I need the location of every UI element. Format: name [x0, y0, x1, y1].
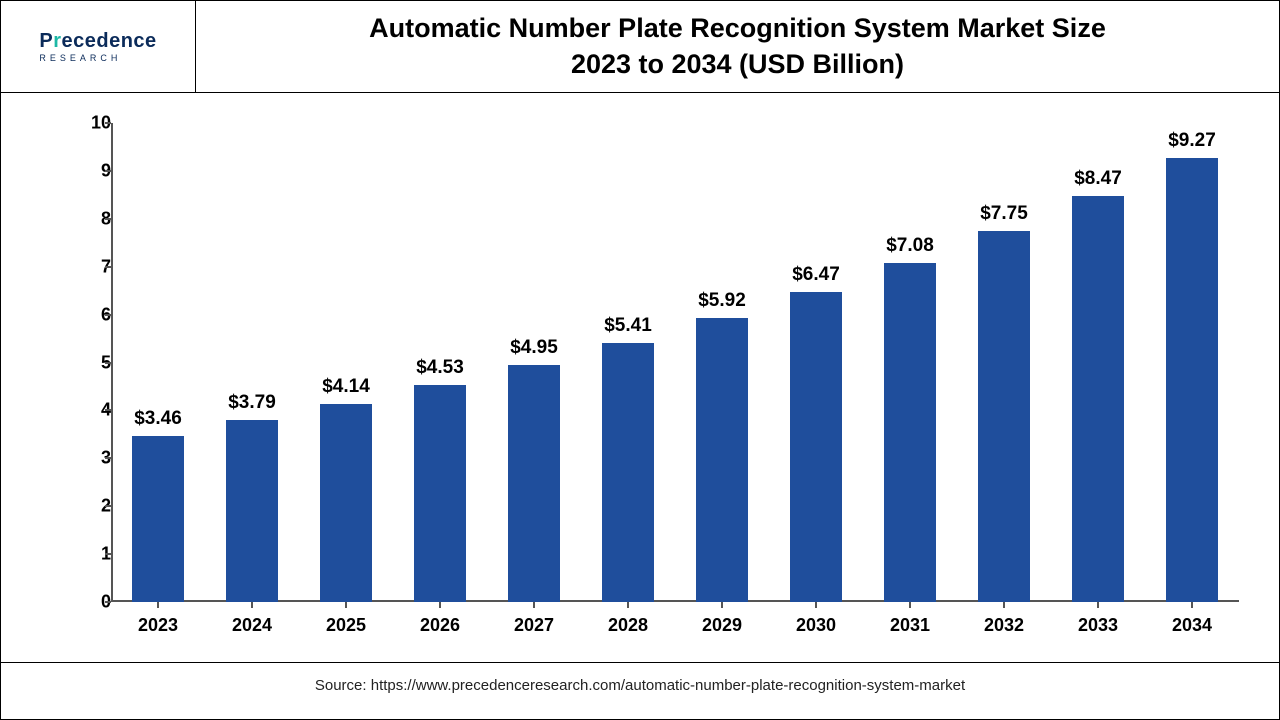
bar	[790, 292, 843, 602]
bar-value-label: $3.79	[228, 392, 276, 414]
bar	[1166, 158, 1219, 602]
bar-value-label: $4.95	[510, 337, 558, 359]
bar	[696, 318, 749, 602]
x-tick-mark	[251, 602, 253, 608]
x-tick-mark	[721, 602, 723, 608]
logo-text: Precedence	[39, 31, 156, 51]
chart-title-cell: Automatic Number Plate Recognition Syste…	[196, 5, 1279, 87]
bar-value-label: $4.53	[416, 357, 464, 379]
bar-slot: $7.752032	[957, 123, 1051, 602]
x-tick-mark	[439, 602, 441, 608]
source-text: Source: https://www.precedenceresearch.c…	[1, 663, 1279, 694]
bar-value-label: $7.75	[980, 203, 1028, 225]
bar	[226, 420, 279, 602]
x-tick-label: 2027	[514, 615, 554, 636]
bar	[320, 404, 373, 602]
x-tick-label: 2031	[890, 615, 930, 636]
x-tick-mark	[627, 602, 629, 608]
bar	[602, 343, 655, 602]
bars-group: $3.462023$3.792024$4.142025$4.532026$4.9…	[111, 123, 1239, 602]
brand-logo: Precedence RESEARCH	[1, 1, 196, 92]
page-container: Precedence RESEARCH Automatic Number Pla…	[0, 0, 1280, 720]
bar-slot: $8.472033	[1051, 123, 1145, 602]
bar	[132, 436, 185, 602]
chart-wrap: $3.462023$3.792024$4.142025$4.532026$4.9…	[1, 93, 1279, 663]
y-tick-mark	[105, 170, 111, 172]
bar	[508, 365, 561, 602]
bar-slot: $4.142025	[299, 123, 393, 602]
bar	[1072, 196, 1125, 602]
y-tick-mark	[105, 409, 111, 411]
x-tick-mark	[1191, 602, 1193, 608]
x-tick-label: 2032	[984, 615, 1024, 636]
bar-slot: $4.952027	[487, 123, 581, 602]
bar-slot: $3.462023	[111, 123, 205, 602]
x-tick-label: 2029	[702, 615, 742, 636]
chart-area: $3.462023$3.792024$4.142025$4.532026$4.9…	[111, 123, 1239, 602]
logo-block: Precedence RESEARCH	[39, 31, 156, 63]
x-tick-mark	[157, 602, 159, 608]
bar-slot: $5.412028	[581, 123, 675, 602]
x-tick-mark	[815, 602, 817, 608]
bar-slot: $7.082031	[863, 123, 957, 602]
logo-subtext: RESEARCH	[39, 53, 156, 63]
bar	[884, 263, 937, 602]
x-tick-label: 2033	[1078, 615, 1118, 636]
x-tick-mark	[1003, 602, 1005, 608]
bar-value-label: $5.92	[698, 290, 746, 312]
bar	[978, 231, 1031, 602]
x-tick-mark	[345, 602, 347, 608]
chart-title: Automatic Number Plate Recognition Syste…	[208, 11, 1267, 81]
logo-rest: ecedence	[61, 30, 156, 52]
bar-slot: $3.792024	[205, 123, 299, 602]
bar-value-label: $5.41	[604, 315, 652, 337]
bar-value-label: $8.47	[1074, 168, 1122, 190]
y-tick-mark	[105, 505, 111, 507]
y-tick-mark	[105, 457, 111, 459]
y-tick-mark	[105, 122, 111, 124]
x-tick-label: 2028	[608, 615, 648, 636]
bar-slot: $4.532026	[393, 123, 487, 602]
header-row: Precedence RESEARCH Automatic Number Pla…	[1, 1, 1279, 93]
x-tick-mark	[533, 602, 535, 608]
y-tick-mark	[105, 601, 111, 603]
y-tick-mark	[105, 266, 111, 268]
bar-slot: $5.922029	[675, 123, 769, 602]
bar-slot: $9.272034	[1145, 123, 1239, 602]
bar	[414, 385, 467, 602]
y-tick-mark	[105, 362, 111, 364]
x-tick-label: 2034	[1172, 615, 1212, 636]
title-line-2: 2023 to 2034 (USD Billion)	[571, 49, 904, 79]
y-tick-mark	[105, 314, 111, 316]
x-tick-label: 2026	[420, 615, 460, 636]
logo-pre: P	[39, 30, 53, 52]
bar-slot: $6.472030	[769, 123, 863, 602]
x-tick-mark	[909, 602, 911, 608]
bar-value-label: $4.14	[322, 376, 370, 398]
x-tick-label: 2025	[326, 615, 366, 636]
x-tick-label: 2023	[138, 615, 178, 636]
x-tick-label: 2030	[796, 615, 836, 636]
bar-value-label: $7.08	[886, 235, 934, 257]
title-line-1: Automatic Number Plate Recognition Syste…	[369, 13, 1106, 43]
y-tick-mark	[105, 553, 111, 555]
bar-value-label: $3.46	[134, 408, 182, 430]
y-tick-mark	[105, 218, 111, 220]
bar-value-label: $9.27	[1168, 130, 1216, 152]
x-tick-label: 2024	[232, 615, 272, 636]
bar-value-label: $6.47	[792, 264, 840, 286]
x-tick-mark	[1097, 602, 1099, 608]
